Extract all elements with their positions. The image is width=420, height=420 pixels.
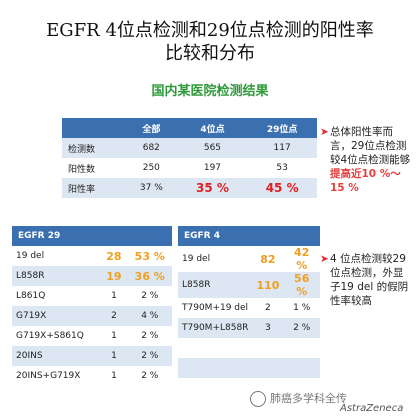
mutation-name: L858R	[178, 272, 253, 298]
summary-header-empty	[62, 118, 126, 138]
mutation-pct	[283, 378, 320, 398]
mutation-count: 1	[100, 366, 128, 386]
egfr29-row: 20INS+G719X 1 2 %	[12, 366, 172, 386]
summary-cell-highlight: 35 %	[177, 178, 248, 198]
mutation-name: L858R	[12, 266, 101, 286]
mutation-count: 1	[100, 286, 128, 306]
arrow-icon: ➤	[320, 253, 329, 265]
mutation-name	[178, 378, 253, 398]
egfr4-header: EGFR 4	[178, 226, 320, 246]
mutation-count: 19	[100, 266, 128, 286]
mutation-name: 20INS+G719X	[12, 366, 101, 386]
egfr4-row	[178, 358, 320, 378]
egfr4-table: EGFR 4 19 del 82 42 % L858R 110 56 % T79…	[178, 226, 320, 398]
mutation-pct: 36 %	[127, 266, 172, 286]
watermark-text: 肺癌多学科全传	[270, 392, 347, 405]
mutation-count: 2	[100, 306, 128, 326]
mutation-pct: 42 %	[283, 246, 320, 272]
wechat-icon	[250, 391, 266, 407]
mutation-count: 82	[252, 246, 284, 272]
mutation-name	[178, 358, 253, 378]
mutation-count: 2	[252, 298, 284, 318]
egfr4-row: T790M+19 del 2 1 %	[178, 298, 320, 318]
title-line-2: 比较和分布	[165, 43, 255, 64]
summary-row: 阳性数 250 197 53	[62, 158, 317, 178]
mutation-pct: 2 %	[283, 318, 320, 338]
egfr29-row: L861Q 1 2 %	[12, 286, 172, 306]
summary-row: 阳性率 37 % 35 % 45 %	[62, 178, 317, 198]
mutation-name	[178, 338, 253, 358]
mutation-name: G719X	[12, 306, 101, 326]
mutation-pct: 2 %	[127, 346, 172, 366]
summary-cell: 682	[125, 138, 178, 158]
summary-header-29: 29位点	[247, 118, 317, 138]
summary-row: 检测数 682 565 117	[62, 138, 317, 158]
mutation-pct: 2 %	[127, 366, 172, 386]
mutation-pct	[283, 338, 320, 358]
mutation-pct	[283, 358, 320, 378]
mutation-count: 3	[252, 318, 284, 338]
mutation-pct: 1 %	[283, 298, 320, 318]
egfr29-table: EGFR 29 19 del 28 53 % L858R 19 36 % L86…	[12, 226, 172, 386]
summary-row-label: 阳性率	[62, 178, 126, 198]
summary-table: 全部 4位点 29位点 检测数 682 565 117 阳性数 250 197 …	[62, 118, 317, 198]
title-line-1: EGFR 4位点检测和29位点检测的阳性率	[46, 20, 374, 41]
note-text: 4 位点检测较29位点检测，外显子19 del 的假阴性率较高	[330, 253, 409, 307]
mutation-pct: 4 %	[127, 306, 172, 326]
egfr4-row: 19 del 82 42 %	[178, 246, 320, 272]
summary-cell: 117	[247, 138, 317, 158]
egfr29-row: 19 del 28 53 %	[12, 246, 172, 266]
summary-cell: 197	[177, 158, 248, 178]
arrow-icon: ➤	[320, 126, 329, 138]
mutation-count: 110	[252, 272, 284, 298]
mutation-pct: 2 %	[127, 286, 172, 306]
mutation-name: 19 del	[178, 246, 253, 272]
mutation-count: 1	[100, 346, 128, 366]
egfr29-header-row: EGFR 29	[12, 226, 172, 246]
subtitle: 国内某医院检测结果	[151, 84, 269, 99]
note-highlight: 提高近10 %～15 %	[330, 168, 401, 194]
watermark: 肺癌多学科全传	[250, 390, 347, 407]
summary-row-label: 检测数	[62, 138, 126, 158]
mutation-name: 19 del	[12, 246, 101, 266]
mutation-name: G719X+S861Q	[12, 326, 101, 346]
egfr4-header-row: EGFR 4	[178, 226, 320, 246]
egfr29-header: EGFR 29	[12, 226, 172, 246]
egfr29-row: G719X+S861Q 1 2 %	[12, 326, 172, 346]
summary-cell-highlight: 45 %	[247, 178, 317, 198]
egfr4-row	[178, 338, 320, 358]
mutation-pct: 53 %	[127, 246, 172, 266]
egfr29-row: G719X 2 4 %	[12, 306, 172, 326]
summary-row-label: 阳性数	[62, 158, 126, 178]
summary-cell: 37 %	[125, 178, 178, 198]
mutation-count: 28	[100, 246, 128, 266]
mutation-name: 20INS	[12, 346, 101, 366]
mutation-name: T790M+19 del	[178, 298, 253, 318]
note-false-negative: ➤ 4 位点检测较29位点检测，外显子19 del 的假阴性率较高	[320, 252, 412, 308]
note-total-positive-rate: ➤ 总体阳性率而言，29位点检测较4位点检测能够提高近10 %～15 %	[320, 125, 412, 195]
mutation-name: T790M+L858R	[178, 318, 253, 338]
mutation-name: L861Q	[12, 286, 101, 306]
egfr4-row: T790M+L858R 3 2 %	[178, 318, 320, 338]
egfr29-row: 20INS 1 2 %	[12, 346, 172, 366]
summary-header-all: 全部	[125, 118, 178, 138]
mutation-pct: 56 %	[283, 272, 320, 298]
astrazeneca-logo: AstraZeneca	[340, 403, 404, 414]
mutation-count: 1	[100, 326, 128, 346]
mutation-pct: 2 %	[127, 326, 172, 346]
summary-cell: 53	[247, 158, 317, 178]
summary-cell: 565	[177, 138, 248, 158]
egfr4-row: L858R 110 56 %	[178, 272, 320, 298]
summary-header-row: 全部 4位点 29位点	[62, 118, 317, 138]
egfr29-row: L858R 19 36 %	[12, 266, 172, 286]
note-text: 总体阳性率而言，29位点检测较4位点检测能够	[330, 126, 411, 166]
summary-cell: 250	[125, 158, 178, 178]
mutation-count	[252, 338, 284, 358]
mutation-count	[252, 358, 284, 378]
summary-header-4: 4位点	[177, 118, 248, 138]
